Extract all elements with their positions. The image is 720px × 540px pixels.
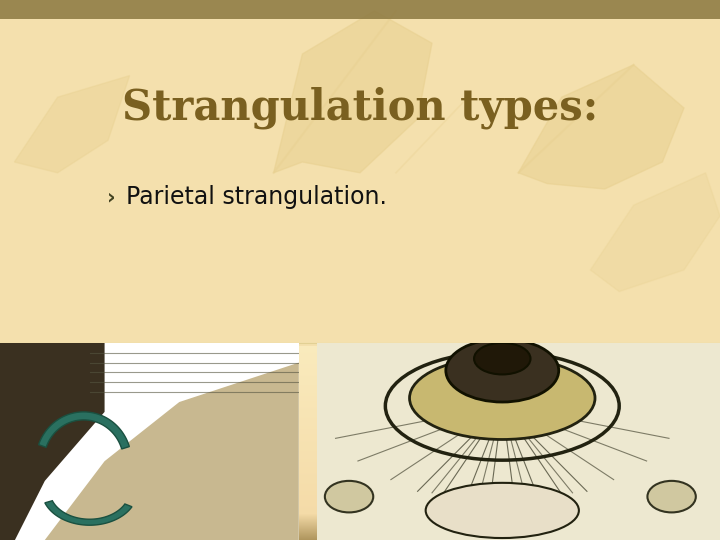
Bar	[0, 343, 299, 540]
Text: Parietal strangulation.: Parietal strangulation.	[126, 185, 387, 209]
Ellipse shape	[446, 339, 559, 402]
Polygon shape	[45, 501, 132, 525]
Ellipse shape	[647, 481, 696, 512]
Polygon shape	[590, 173, 720, 292]
Text: Strangulation types:: Strangulation types:	[122, 87, 598, 129]
Polygon shape	[518, 65, 684, 189]
Ellipse shape	[426, 483, 579, 538]
Ellipse shape	[410, 357, 595, 440]
Polygon shape	[14, 76, 130, 173]
Ellipse shape	[325, 481, 373, 512]
Bar	[317, 343, 720, 540]
Bar	[0, 0, 720, 19]
Polygon shape	[39, 412, 130, 449]
Polygon shape	[274, 11, 432, 173]
Ellipse shape	[474, 343, 531, 374]
Polygon shape	[45, 363, 299, 540]
Text: ›: ›	[107, 187, 116, 207]
Polygon shape	[0, 343, 104, 540]
